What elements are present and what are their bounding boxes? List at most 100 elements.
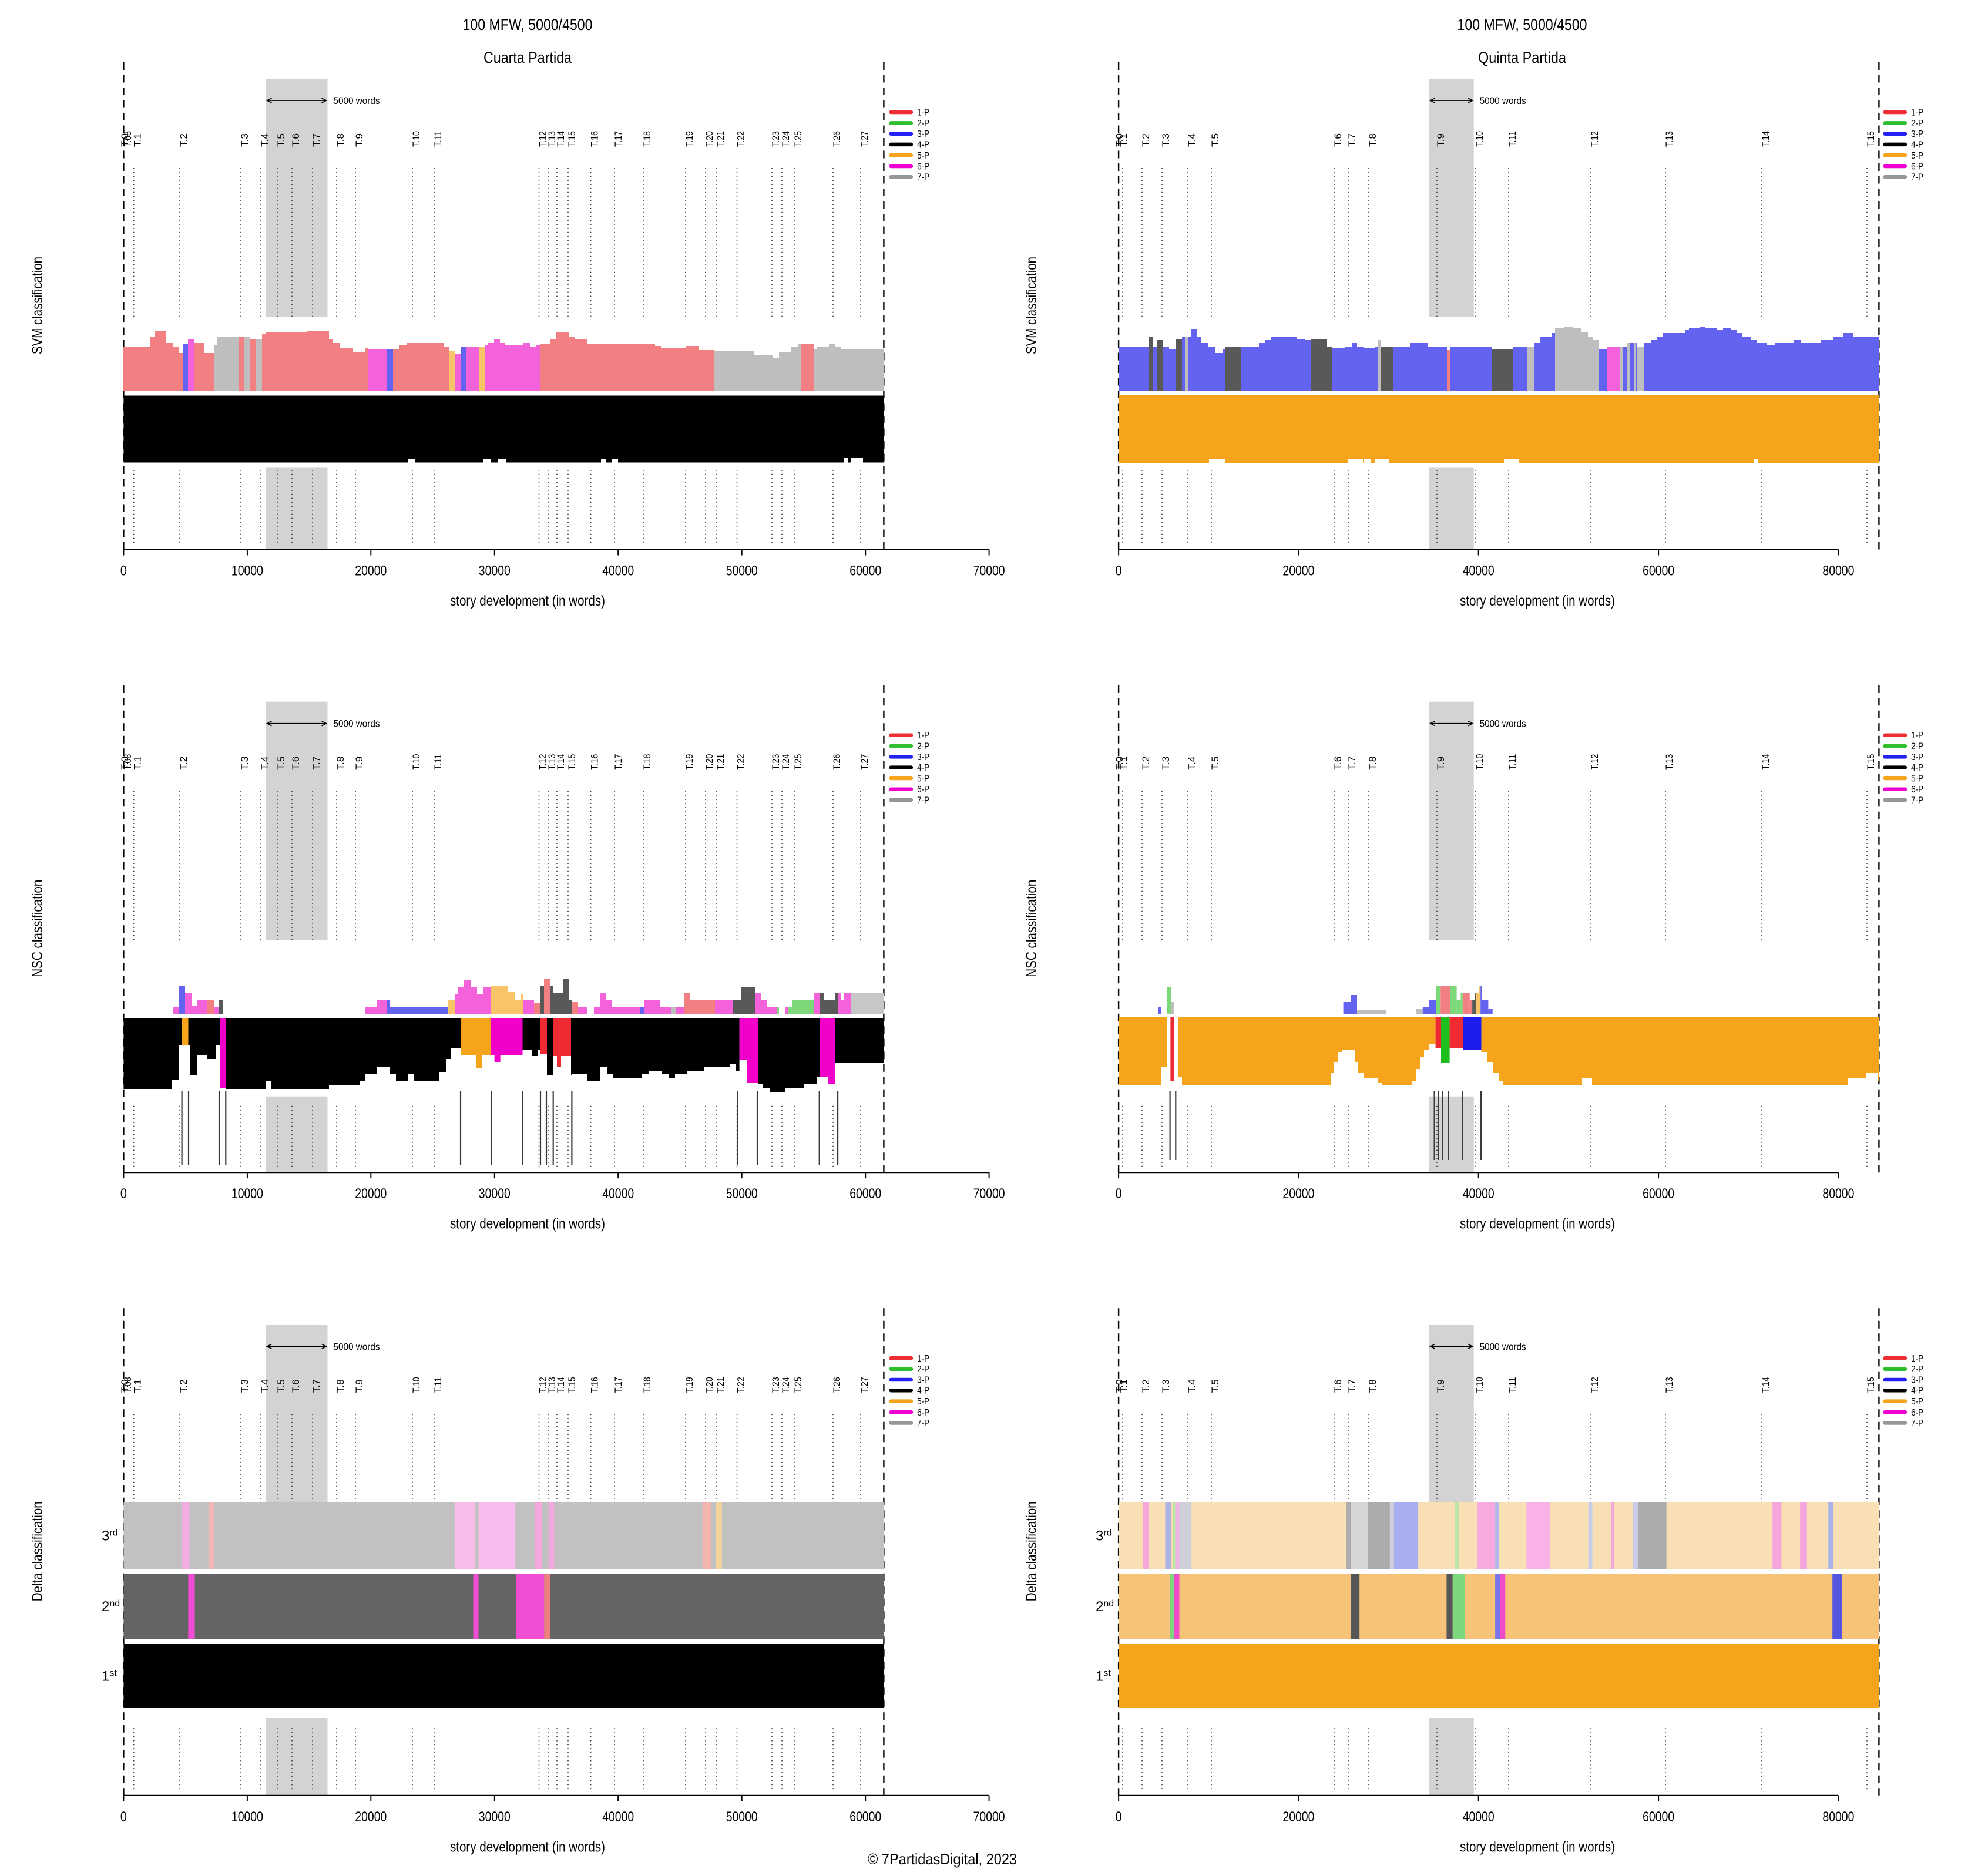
svg-text:story development (in words): story development (in words) — [450, 1838, 605, 1855]
svg-text:T.20: T.20 — [704, 1377, 715, 1393]
svg-text:60000: 60000 — [1643, 1809, 1674, 1825]
svg-text:T.6: T.6 — [1332, 1379, 1344, 1393]
svg-text:4-P: 4-P — [1911, 1386, 1923, 1396]
svg-text:T.08: T.08 — [122, 754, 133, 770]
svg-text:T.24: T.24 — [780, 754, 791, 770]
svg-text:T.13: T.13 — [1664, 131, 1675, 147]
svg-text:T.14: T.14 — [555, 131, 566, 147]
svg-text:T.1: T.1 — [132, 757, 143, 770]
svg-text:5-P: 5-P — [1911, 774, 1923, 784]
svg-text:T.5: T.5 — [276, 1379, 287, 1393]
svg-text:2-P: 2-P — [917, 119, 929, 129]
svg-text:5000 words: 5000 words — [334, 718, 380, 730]
svg-text:T.2: T.2 — [1140, 757, 1151, 770]
svg-text:T.11: T.11 — [432, 131, 444, 147]
svg-text:T.8: T.8 — [335, 133, 346, 147]
svg-text:T.13: T.13 — [546, 1377, 558, 1393]
svg-text:100 MFW, 5000/4500: 100 MFW, 5000/4500 — [463, 16, 593, 33]
svg-text:30000: 30000 — [479, 1809, 511, 1825]
svg-text:T.23: T.23 — [770, 131, 781, 147]
svg-text:50000: 50000 — [726, 563, 758, 579]
svg-text:80000: 80000 — [1822, 1186, 1854, 1202]
svg-text:T.22: T.22 — [736, 131, 747, 147]
svg-text:6-P: 6-P — [1911, 162, 1923, 172]
svg-text:20000: 20000 — [1282, 1186, 1314, 1202]
svg-text:T.13: T.13 — [1664, 1377, 1675, 1393]
svg-text:T.8: T.8 — [335, 1379, 346, 1393]
svg-text:T.16: T.16 — [589, 1377, 600, 1393]
svg-text:5-P: 5-P — [1911, 1397, 1923, 1407]
svg-text:5000 words: 5000 words — [1480, 95, 1526, 106]
svg-text:1-P: 1-P — [917, 1354, 929, 1364]
svg-text:T.23: T.23 — [770, 754, 781, 770]
svg-text:0: 0 — [120, 563, 127, 579]
svg-text:T.19: T.19 — [684, 1377, 695, 1393]
svg-text:2-P: 2-P — [1911, 119, 1923, 129]
svg-text:T.3: T.3 — [239, 133, 250, 147]
svg-text:T.13: T.13 — [1664, 754, 1675, 770]
svg-text:T.10: T.10 — [411, 1377, 422, 1393]
svg-text:3-P: 3-P — [917, 752, 929, 762]
svg-text:60000: 60000 — [1643, 563, 1674, 579]
svg-text:T.9: T.9 — [1435, 1379, 1446, 1393]
svg-text:T.4: T.4 — [1186, 133, 1197, 147]
svg-text:T.3: T.3 — [1160, 1379, 1171, 1393]
svg-text:T.27: T.27 — [859, 131, 870, 147]
svg-text:T.10: T.10 — [1474, 1377, 1485, 1393]
svg-text:5-P: 5-P — [917, 151, 929, 161]
svg-text:2-P: 2-P — [917, 742, 929, 752]
svg-text:T.2: T.2 — [178, 1379, 189, 1393]
svg-text:T.15: T.15 — [1865, 131, 1876, 147]
svg-text:T.18: T.18 — [642, 754, 653, 770]
svg-text:T.2: T.2 — [1140, 133, 1151, 147]
svg-text:T.12: T.12 — [538, 131, 549, 147]
svg-text:T.15: T.15 — [566, 1377, 577, 1393]
svg-text:T.14: T.14 — [555, 1377, 566, 1393]
svg-text:T.10: T.10 — [1474, 754, 1485, 770]
svg-text:T.2: T.2 — [178, 133, 189, 147]
svg-text:T.16: T.16 — [589, 131, 600, 147]
svg-text:20000: 20000 — [355, 1809, 387, 1825]
svg-text:story development (in words): story development (in words) — [1460, 1216, 1615, 1232]
svg-text:T.13: T.13 — [546, 754, 558, 770]
svg-text:T.21: T.21 — [715, 131, 726, 147]
svg-text:T.6: T.6 — [1332, 133, 1344, 147]
svg-text:T.8: T.8 — [1367, 757, 1378, 770]
svg-text:T.1: T.1 — [1118, 1379, 1129, 1393]
svg-text:T.11: T.11 — [432, 754, 444, 770]
svg-text:T.18: T.18 — [642, 131, 653, 147]
svg-text:10000: 10000 — [231, 1809, 263, 1825]
svg-text:60000: 60000 — [849, 1809, 881, 1825]
svg-text:5000 words: 5000 words — [1480, 718, 1526, 730]
svg-text:70000: 70000 — [973, 1186, 1005, 1202]
svg-text:T.5: T.5 — [276, 757, 287, 770]
svg-text:T.3: T.3 — [1160, 757, 1171, 770]
svg-text:T.0: T.0 — [1114, 757, 1125, 770]
svg-text:T.7: T.7 — [311, 757, 322, 770]
svg-text:7-P: 7-P — [1911, 173, 1923, 183]
svg-text:T.17: T.17 — [613, 131, 624, 147]
svg-text:100 MFW, 5000/4500: 100 MFW, 5000/4500 — [1458, 16, 1587, 33]
svg-text:story development (in words): story development (in words) — [1460, 1838, 1615, 1855]
svg-text:T.11: T.11 — [1507, 1377, 1518, 1393]
svg-text:0: 0 — [120, 1809, 127, 1825]
svg-text:60000: 60000 — [849, 563, 881, 579]
svg-text:T.1: T.1 — [132, 133, 143, 147]
svg-text:T.10: T.10 — [411, 754, 422, 770]
svg-text:T.5: T.5 — [1210, 133, 1221, 147]
svg-text:30000: 30000 — [479, 1186, 511, 1202]
svg-text:T.0: T.0 — [119, 133, 130, 147]
svg-text:T.20: T.20 — [704, 131, 715, 147]
svg-text:7-P: 7-P — [917, 173, 929, 183]
svg-text:6-P: 6-P — [917, 1408, 929, 1418]
svg-text:0: 0 — [1116, 1186, 1122, 1202]
svg-text:T.9: T.9 — [354, 757, 365, 770]
svg-text:T.25: T.25 — [792, 754, 804, 770]
svg-text:30000: 30000 — [479, 563, 511, 579]
svg-text:SVM classification: SVM classification — [1023, 257, 1040, 354]
svg-text:6-P: 6-P — [917, 162, 929, 172]
svg-text:T.9: T.9 — [354, 133, 365, 147]
svg-text:T.8: T.8 — [335, 757, 346, 770]
svg-text:3-P: 3-P — [917, 129, 929, 139]
svg-text:T.7: T.7 — [1346, 1379, 1358, 1393]
